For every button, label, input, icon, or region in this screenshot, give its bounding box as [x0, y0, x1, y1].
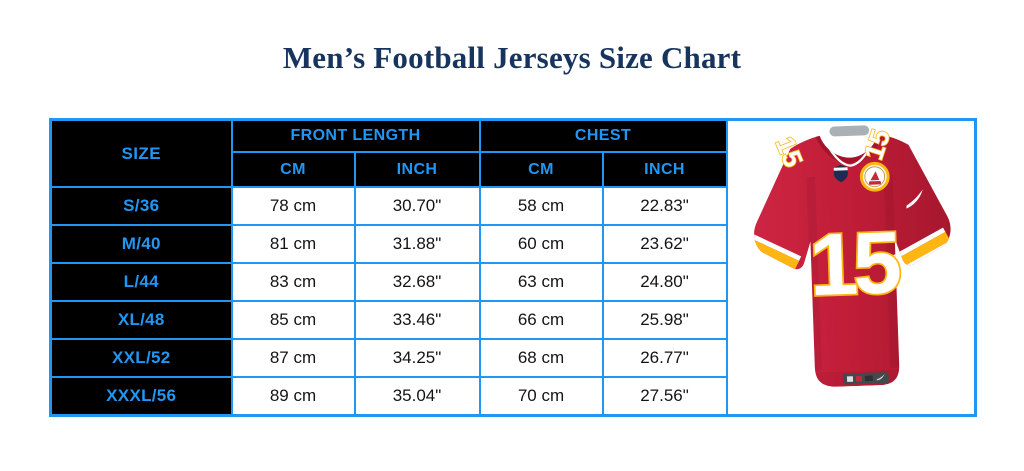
table-row: XXXL/56 89 cm 35.04" 70 cm 27.56" [49, 376, 976, 417]
chest-number: 15 [807, 213, 901, 314]
front-length-cm-cell: 78 cm [230, 186, 356, 227]
col-header-chest-cm: CM [478, 151, 604, 189]
mesh-panel-left [805, 176, 822, 371]
front-length-inch-cell: 31.88" [353, 224, 481, 265]
size-cell: L/44 [49, 262, 233, 303]
front-length-inch-cell: 33.46" [353, 300, 481, 341]
size-cell: XXL/52 [49, 338, 233, 379]
nfl-shield-icon [833, 165, 848, 183]
front-length-inch-cell: 30.70" [353, 186, 481, 227]
table-row: L/44 83 cm 32.68" 63 cm 24.80" [49, 262, 976, 303]
chest-inch-cell: 22.83" [601, 186, 728, 227]
chest-cm-cell: 58 cm [478, 186, 604, 227]
chest-cm-cell: 70 cm [478, 376, 604, 417]
col-header-front-cm: CM [230, 151, 356, 189]
front-length-cm-cell: 89 cm [230, 376, 356, 417]
col-header-chest-inch: INCH [601, 151, 728, 189]
jersey-product-image: 15 15 [725, 118, 977, 417]
chest-cm-cell: 68 cm [478, 338, 604, 379]
table-row: XXL/52 87 cm 34.25" 68 cm 26.77" [49, 338, 976, 379]
chest-inch-cell: 25.98" [601, 300, 728, 341]
chest-inch-cell: 27.56" [601, 376, 728, 417]
page-title: Men’s Football Jerseys Size Chart [282, 40, 742, 75]
chest-inch-cell: 24.80" [601, 262, 728, 303]
col-header-size: SIZE [49, 118, 233, 189]
chest-cm-cell: 66 cm [478, 300, 604, 341]
size-cell: XL/48 [49, 300, 233, 341]
front-length-cm-cell: 87 cm [230, 338, 356, 379]
football-jersey-graphic: 15 15 [750, 125, 956, 390]
size-cell: S/36 [49, 186, 233, 227]
size-cell: XXXL/56 [49, 376, 233, 417]
table-row: S/36 78 cm 30.70" 58 cm 22.83" [49, 186, 976, 227]
front-length-inch-cell: 34.25" [353, 338, 481, 379]
size-chart-table: SIZE FRONT LENGTH CHEST [49, 118, 978, 417]
team-patch-icon [859, 161, 890, 192]
collar-inner-band [829, 125, 869, 137]
header-row-units: CM INCH CM INCH [51, 151, 976, 189]
table-row: XL/48 85 cm 33.46" 66 cm 25.98" [49, 300, 976, 341]
nike-swoosh-icon [906, 189, 923, 209]
header-row-groups: SIZE FRONT LENGTH CHEST [49, 118, 977, 417]
front-length-inch-cell: 32.68" [353, 262, 481, 303]
mesh-panel-right [883, 174, 900, 368]
front-length-cm-cell: 83 cm [230, 262, 356, 303]
col-group-chest: CHEST [478, 118, 728, 154]
front-length-cm-cell: 85 cm [230, 300, 356, 341]
chest-inch-cell: 26.77" [601, 338, 728, 379]
chest-cm-cell: 60 cm [478, 224, 604, 265]
table-row: M/40 81 cm 31.88" 60 cm 23.62" [49, 224, 976, 265]
front-length-inch-cell: 35.04" [353, 376, 481, 417]
col-header-front-inch: INCH [353, 151, 481, 189]
col-group-front-length: FRONT LENGTH [230, 118, 481, 154]
jock-tag [842, 372, 889, 385]
size-cell: M/40 [49, 224, 233, 265]
chest-cm-cell: 63 cm [478, 262, 604, 303]
chest-inch-cell: 23.62" [601, 224, 728, 265]
front-length-cm-cell: 81 cm [230, 224, 356, 265]
